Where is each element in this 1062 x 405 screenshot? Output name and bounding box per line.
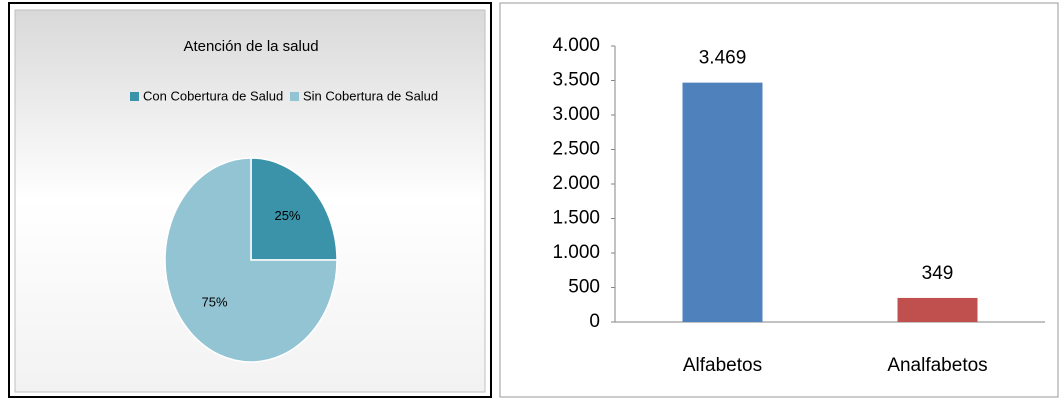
pie-title: Atención de la salud bbox=[183, 38, 318, 55]
x-tick-label: Alfabetos bbox=[683, 355, 762, 376]
y-tick-label: 2.000 bbox=[552, 173, 600, 194]
slice-label: 75% bbox=[201, 295, 227, 310]
bar-panel bbox=[499, 2, 1059, 398]
y-tick-label: 500 bbox=[568, 277, 600, 298]
bar-value-label: 3.469 bbox=[699, 48, 747, 69]
bar bbox=[897, 297, 978, 322]
y-tick-label: 1.500 bbox=[552, 208, 600, 229]
y-tick-label: 1.000 bbox=[552, 242, 600, 263]
legend-label: Sin Cobertura de Salud bbox=[303, 88, 438, 103]
y-tick-label: 2.500 bbox=[552, 139, 600, 160]
legend-swatch bbox=[290, 92, 299, 101]
y-tick-label: 3.500 bbox=[552, 70, 600, 91]
legend-label: Con Cobertura de Salud bbox=[143, 88, 283, 103]
y-tick-label: 0 bbox=[589, 311, 600, 332]
bar bbox=[682, 82, 763, 322]
pie-slice bbox=[164, 157, 338, 363]
y-tick-label: 3.000 bbox=[552, 104, 600, 125]
slice-label: 25% bbox=[274, 208, 300, 223]
pie-slice bbox=[250, 157, 338, 261]
legend-swatch bbox=[130, 92, 139, 101]
bar-value-label: 349 bbox=[922, 263, 954, 284]
x-tick-label: Analfabetos bbox=[887, 355, 987, 376]
y-tick-label: 4.000 bbox=[552, 35, 600, 56]
